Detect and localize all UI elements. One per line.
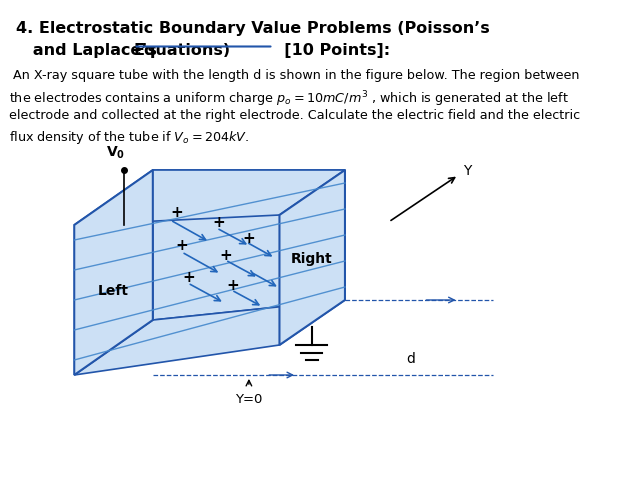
Text: Equations): Equations)	[134, 43, 230, 58]
Polygon shape	[74, 300, 345, 375]
Text: d: d	[406, 351, 415, 365]
Text: Y=0: Y=0	[235, 392, 263, 405]
Text: 4. Electrostatic Boundary Value Problems (Poisson’s: 4. Electrostatic Boundary Value Problems…	[15, 21, 489, 36]
Text: [10 Points]:: [10 Points]:	[273, 43, 390, 58]
Polygon shape	[74, 171, 153, 375]
Text: and Laplace’s: and Laplace’s	[15, 43, 162, 58]
Text: Right: Right	[291, 252, 333, 265]
Text: +: +	[212, 215, 225, 230]
Text: An X-ray square tube with the length d is shown in the figure below. The region : An X-ray square tube with the length d i…	[9, 69, 579, 82]
Text: +: +	[175, 238, 188, 253]
Text: $\mathbf{V_0}$: $\mathbf{V_0}$	[106, 144, 125, 161]
Text: +: +	[226, 278, 239, 293]
Text: +: +	[243, 231, 256, 246]
Text: +: +	[182, 270, 195, 285]
Text: the electrodes contains a uniform charge $p_o = 10mC/m^3$ , which is generated a: the electrodes contains a uniform charge…	[9, 89, 569, 108]
Polygon shape	[74, 171, 345, 226]
Text: +: +	[170, 205, 183, 220]
Text: Y: Y	[463, 164, 471, 178]
Polygon shape	[153, 171, 345, 320]
Text: +: +	[219, 247, 232, 262]
Text: electrode and collected at the right electrode. Calculate the electric field and: electrode and collected at the right ele…	[9, 109, 580, 122]
Text: Left: Left	[98, 283, 129, 298]
Text: flux density of the tube if $V_o = 204kV$.: flux density of the tube if $V_o = 204kV…	[9, 129, 249, 146]
Polygon shape	[279, 171, 345, 345]
